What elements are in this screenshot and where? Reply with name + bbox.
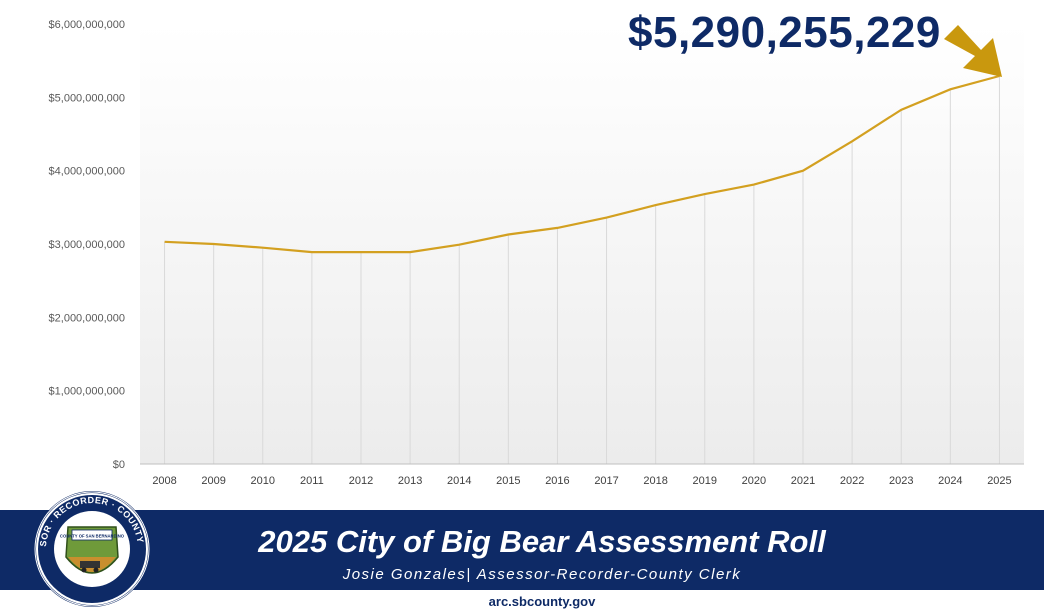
- x-tick-label: 2018: [643, 475, 667, 487]
- x-tick-label: 2024: [938, 475, 962, 487]
- x-tick-label: 2008: [152, 475, 176, 487]
- x-tick-label: 2022: [840, 475, 864, 487]
- plot-area: [140, 24, 1024, 464]
- drop-lines: [164, 76, 1000, 464]
- y-tick-label: $0: [113, 459, 125, 471]
- callout-total-value: $5,290,255,229: [628, 8, 941, 57]
- y-axis: $0 $1,000,000,000 $2,000,000,000 $3,000,000…: [49, 19, 125, 471]
- series-line-assessed-value: [164, 74, 1000, 254]
- x-tick-label: 2025: [987, 475, 1011, 487]
- y-tick-label: $1,000,000,000: [49, 386, 125, 398]
- callout-arrow-icon: [944, 25, 1002, 77]
- y-tick-label: $4,000,000,000: [49, 166, 125, 178]
- x-tick-label: 2023: [889, 475, 913, 487]
- title-banner: 2025 City of Big Bear Assessment Roll Jo…: [0, 510, 1044, 590]
- x-tick-label: 2020: [742, 475, 766, 487]
- y-tick-label: $2,000,000,000: [49, 312, 125, 324]
- x-tick-label: 2011: [300, 475, 324, 487]
- x-tick-label: 2013: [398, 475, 422, 487]
- website-link[interactable]: arc.sbcounty.gov: [488, 594, 596, 609]
- county-seal-icon: ASSESSOR · RECORDER · COUNTY CLERK COUNT…: [28, 487, 150, 607]
- banner-subtitle: Josie Gonzales| Assessor-Recorder-County…: [342, 566, 742, 583]
- x-tick-label: 2021: [791, 475, 815, 487]
- x-tick-label: 2014: [447, 475, 471, 487]
- line-chart: $0 $1,000,000,000 $2,000,000,000 $3,000,000…: [49, 19, 1024, 487]
- x-tick-label: 2017: [594, 475, 618, 487]
- y-tick-label: $5,000,000,000: [49, 92, 125, 104]
- x-tick-label: 2012: [349, 475, 373, 487]
- x-tick-label: 2010: [251, 475, 275, 487]
- y-tick-label: $3,000,000,000: [49, 239, 125, 251]
- x-tick-label: 2015: [496, 475, 520, 487]
- x-axis: 2008 2009 2010 2011 2012 2013 2014 2015 2016 2017…: [152, 475, 1011, 487]
- seal-inner-text: COUNTY OF SAN BERNARDINO: [60, 534, 125, 539]
- banner-title: 2025 City of Big Bear Assessment Roll: [258, 524, 826, 559]
- x-tick-label: 2016: [545, 475, 569, 487]
- x-tick-label: 2009: [201, 475, 225, 487]
- x-tick-label: 2019: [693, 475, 717, 487]
- y-tick-label: $6,000,000,000: [49, 19, 125, 31]
